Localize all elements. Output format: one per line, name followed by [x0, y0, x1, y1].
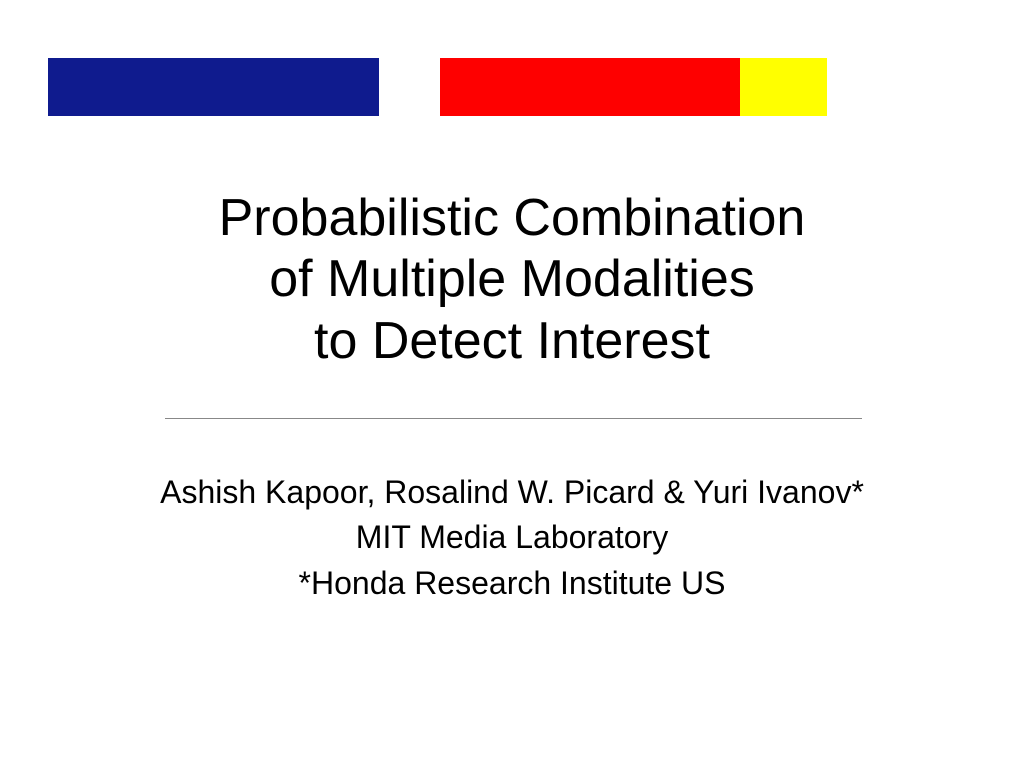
- slide-title: Probabilistic Combination of Multiple Mo…: [0, 188, 1024, 372]
- header-bar-blue: [48, 58, 379, 116]
- authors-block: Ashish Kapoor, Rosalind W. Picard & Yuri…: [0, 470, 1024, 606]
- authors-line-2: MIT Media Laboratory: [0, 515, 1024, 560]
- authors-line-3: *Honda Research Institute US: [0, 561, 1024, 606]
- authors-line-1: Ashish Kapoor, Rosalind W. Picard & Yuri…: [0, 470, 1024, 515]
- title-line-3: to Detect Interest: [0, 311, 1024, 372]
- header-bar-red: [440, 58, 740, 116]
- header-bar-yellow: [740, 58, 827, 116]
- title-line-1: Probabilistic Combination: [0, 188, 1024, 249]
- header-bar-row: [0, 58, 1024, 116]
- title-line-2: of Multiple Modalities: [0, 249, 1024, 310]
- title-divider: [165, 418, 862, 419]
